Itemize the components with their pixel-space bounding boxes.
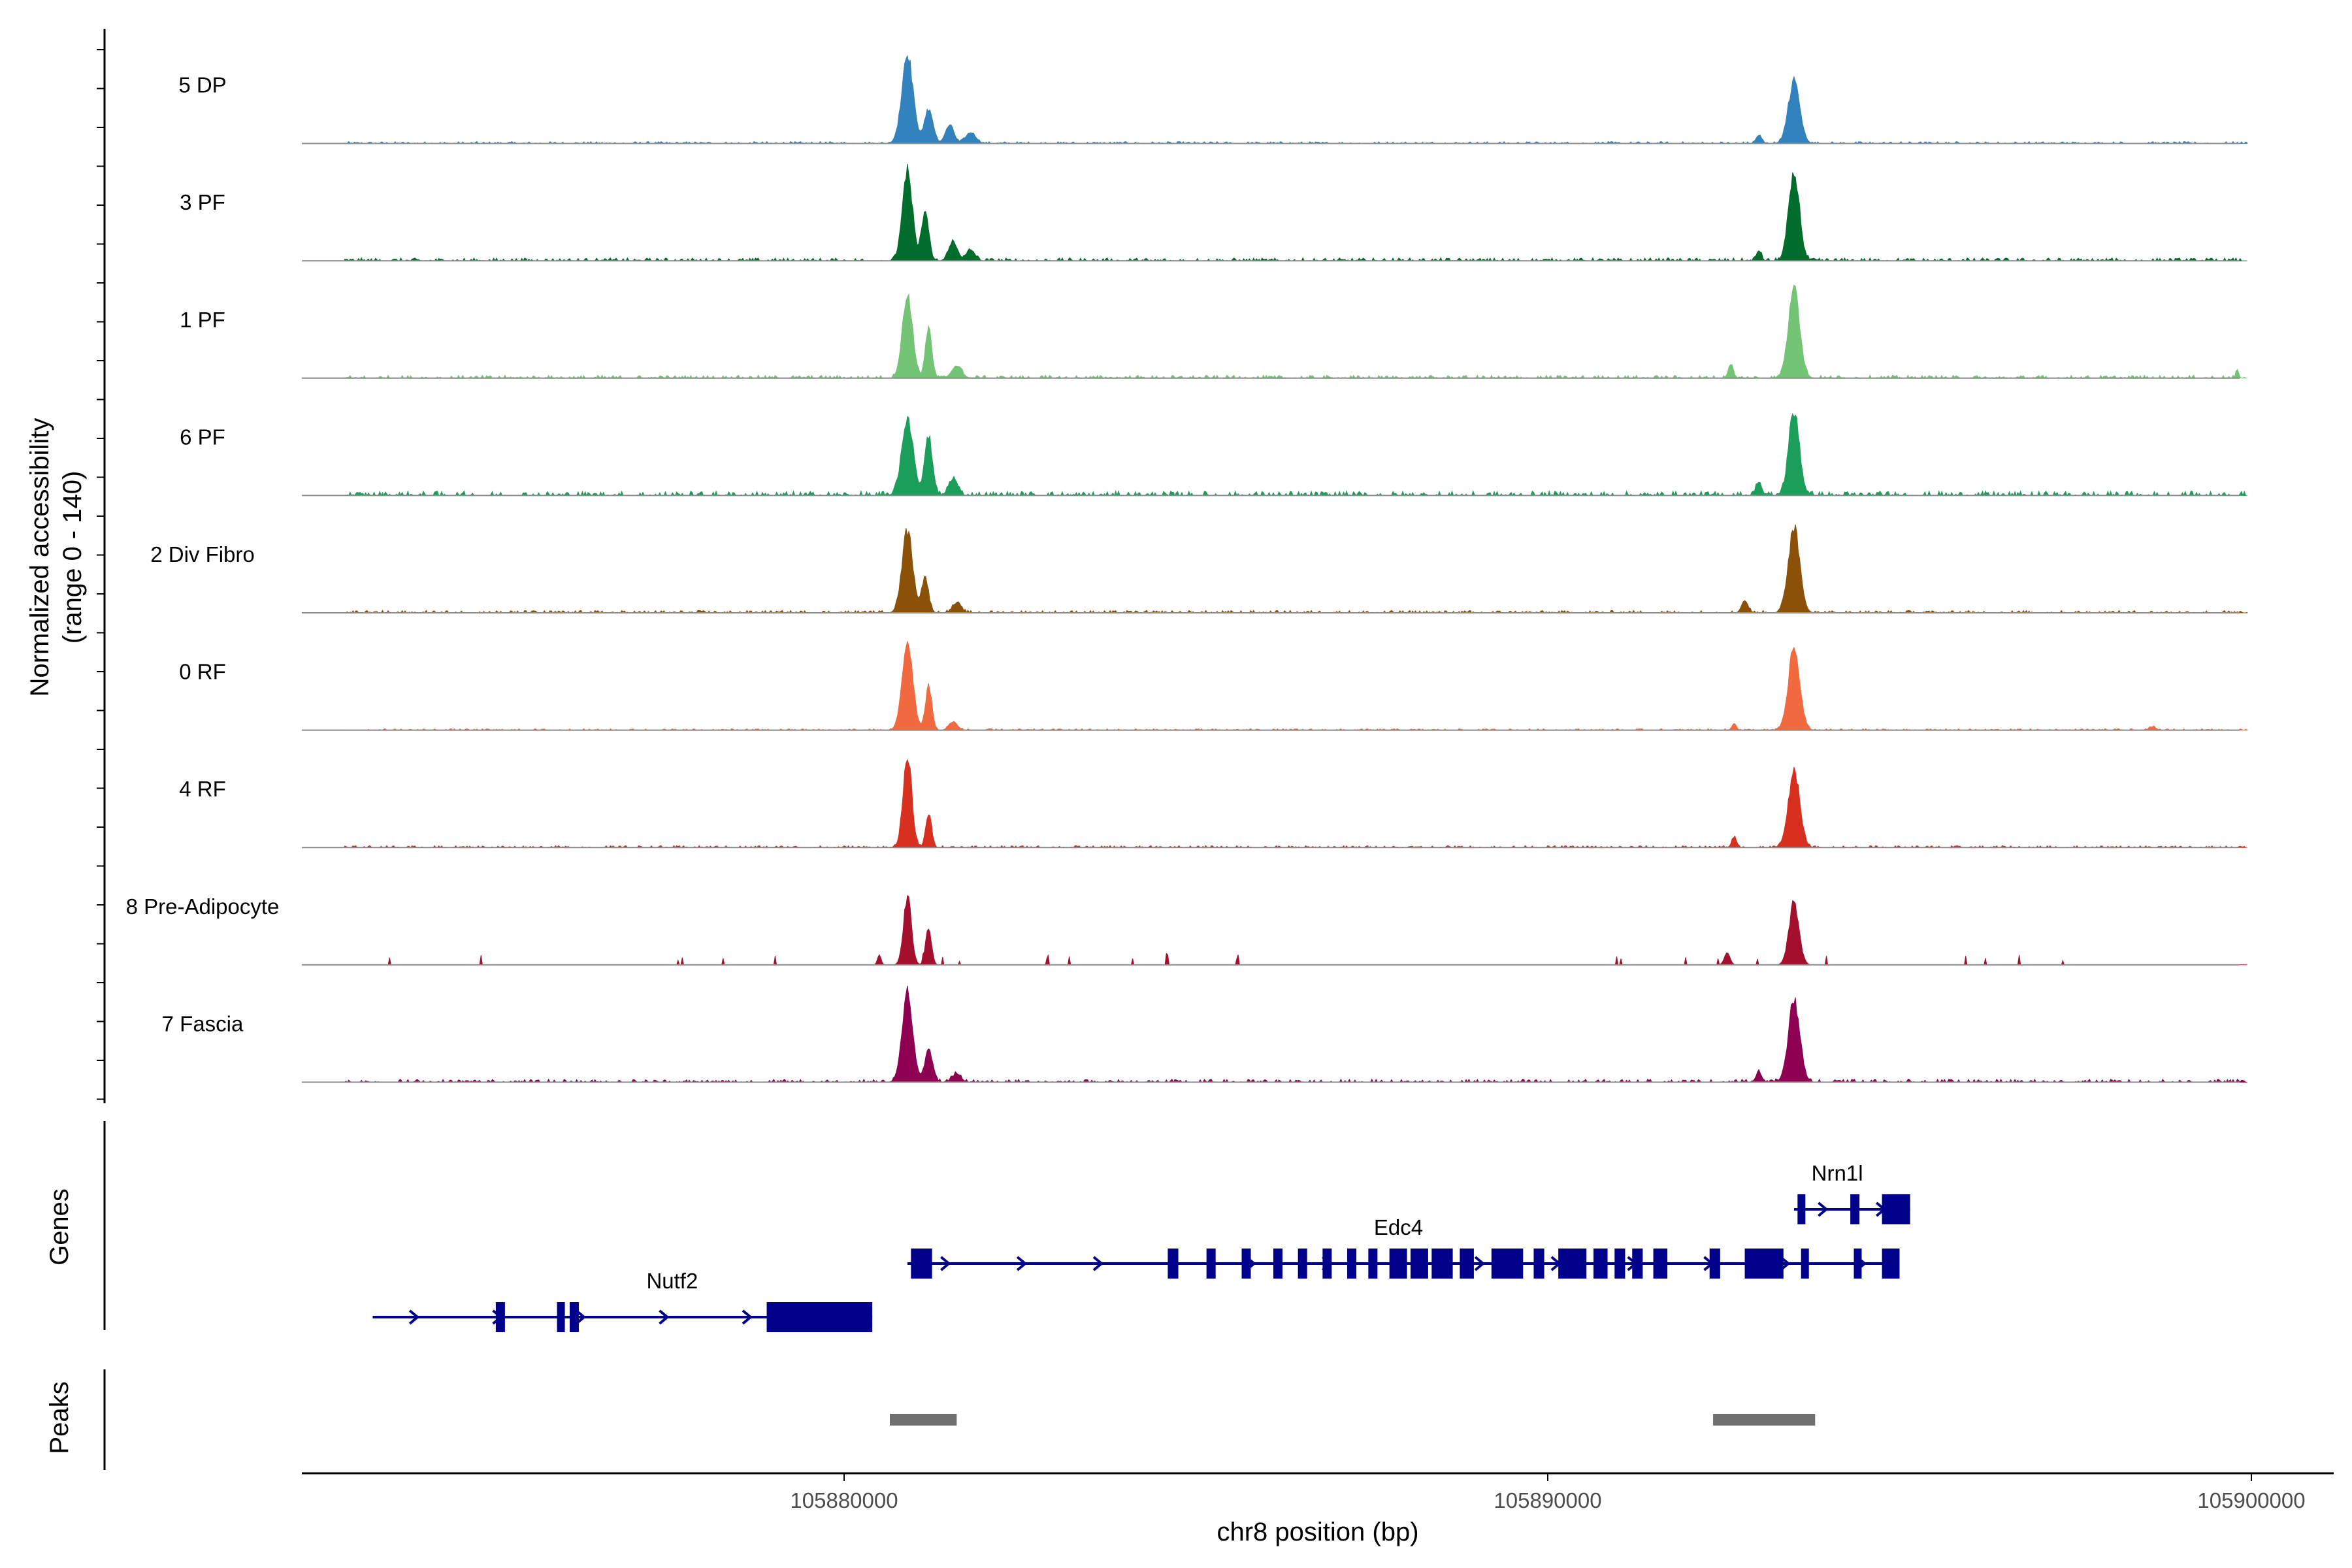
strand-chevron-icon: [940, 1256, 951, 1271]
gene-exon: [1614, 1249, 1625, 1279]
track-label: 2 Div Fibro: [150, 542, 255, 566]
track-4-rf: 4 RF: [179, 759, 2247, 849]
gene-label: Nrn1l: [1812, 1161, 1863, 1185]
track-1-pf: 1 PF: [180, 284, 2247, 379]
peaks-panel-label: Peaks: [45, 1381, 74, 1454]
gene-exon: [1368, 1249, 1378, 1279]
coverage-area: [344, 284, 2247, 379]
gene-exon: [569, 1302, 579, 1332]
track-label: 0 RF: [179, 660, 226, 684]
gene-exon: [1632, 1249, 1643, 1279]
gene-exon: [1653, 1249, 1668, 1279]
track-3-pf: 3 PF: [180, 163, 2247, 262]
track-label: 3 PF: [180, 190, 225, 214]
x-tick-label: 105900000: [2197, 1488, 2305, 1512]
gene-exon: [1168, 1249, 1179, 1279]
coverage-area: [344, 759, 2247, 849]
gene-exon: [1206, 1249, 1216, 1279]
strand-chevron-icon: [1818, 1201, 1829, 1217]
coverage-area: [343, 985, 2247, 1083]
gene-exon: [1882, 1249, 1900, 1279]
gene-exon: [1744, 1249, 1784, 1279]
gene-exon: [1241, 1249, 1251, 1279]
strand-chevron-icon: [1092, 1256, 1104, 1271]
y-axis-title: Normalized accessibility: [25, 418, 54, 697]
gene-exon: [1593, 1249, 1608, 1279]
strand-chevron-icon: [1474, 1256, 1486, 1271]
gene-exon: [557, 1302, 565, 1332]
gene-exon: [495, 1302, 505, 1332]
gene-exon: [1389, 1249, 1407, 1279]
gene-exon: [1709, 1249, 1720, 1279]
gene-nrn1l: Nrn1l: [1793, 1161, 1910, 1224]
track-label: 7 Fascia: [162, 1011, 244, 1036]
genes-panel-label: Genes: [45, 1188, 74, 1266]
coverage-area: [344, 54, 2247, 144]
gene-exon: [1850, 1194, 1860, 1224]
track-5-dp: 5 DP: [178, 54, 2247, 144]
gene-exon: [1558, 1249, 1587, 1279]
y-axis-subtitle: (range 0 - 140): [58, 471, 87, 644]
track-8-pre-adipocyte: 8 Pre-Adipocyte: [126, 894, 2247, 966]
gene-exon: [1801, 1249, 1809, 1279]
gene-exon: [1797, 1194, 1806, 1224]
gene-exon: [1410, 1249, 1428, 1279]
gene-exon: [1298, 1249, 1307, 1279]
coverage-area: [344, 163, 2247, 262]
track-label: 5 DP: [178, 73, 226, 97]
strand-chevron-icon: [1016, 1256, 1028, 1271]
peaks-panel: [890, 1414, 1816, 1426]
track-label: 1 PF: [180, 308, 225, 332]
x-tick-label: 105880000: [790, 1488, 898, 1512]
x-axis-title: chr8 position (bp): [1217, 1518, 1418, 1546]
coverage-tracks: 5 DP 3 PF 1 PF 6 PF 2 Div Fibro 0 RF 4 RF 8 Pre…: [126, 54, 2249, 1083]
track-2-div-fibro: 2 Div Fibro: [150, 524, 2247, 613]
gene-exon: [1322, 1249, 1332, 1279]
track-6-pf: 6 PF: [180, 412, 2247, 497]
gene-exon: [1431, 1249, 1453, 1279]
gene-label: Nutf2: [646, 1269, 698, 1293]
track-7-fascia: 7 Fascia: [162, 985, 2247, 1083]
gene-exon: [1273, 1249, 1282, 1279]
coverage-area: [344, 640, 2249, 731]
peak-region: [890, 1414, 957, 1426]
gene-exon: [1460, 1249, 1474, 1279]
gene-exon: [1347, 1249, 1357, 1279]
track-label: 6 PF: [180, 425, 225, 449]
gene-exon: [1854, 1249, 1862, 1279]
track-label: 8 Pre-Adipocyte: [126, 894, 280, 919]
gene-label: Edc4: [1374, 1215, 1423, 1239]
coverage-area: [344, 412, 2247, 497]
strand-chevron-icon: [659, 1309, 670, 1325]
gene-annotation-panel: Nutf2 Edc4 Nrn1l: [372, 1161, 1910, 1332]
gene-edc4: Edc4: [907, 1215, 1900, 1279]
gene-nutf2: Nutf2: [372, 1269, 873, 1332]
x-axis: 105880000 105890000 105900000: [302, 1472, 2334, 1512]
gene-exon: [1882, 1194, 1910, 1224]
coverage-area: [344, 524, 2247, 613]
strand-chevron-icon: [742, 1309, 753, 1325]
track-label: 4 RF: [179, 777, 226, 801]
gene-exon: [911, 1249, 932, 1279]
gene-exon: [1491, 1249, 1524, 1279]
gene-exon: [1533, 1249, 1544, 1279]
gene-exon: [766, 1302, 873, 1332]
peak-region: [1713, 1414, 1816, 1426]
strand-chevron-icon: [408, 1309, 420, 1325]
x-tick-label: 105890000: [1494, 1488, 1601, 1512]
track-0-rf: 0 RF: [179, 640, 2249, 731]
strand-chevron-icon: [575, 1309, 587, 1325]
coverage-area: [344, 894, 2247, 966]
left-axes: [97, 29, 106, 1470]
